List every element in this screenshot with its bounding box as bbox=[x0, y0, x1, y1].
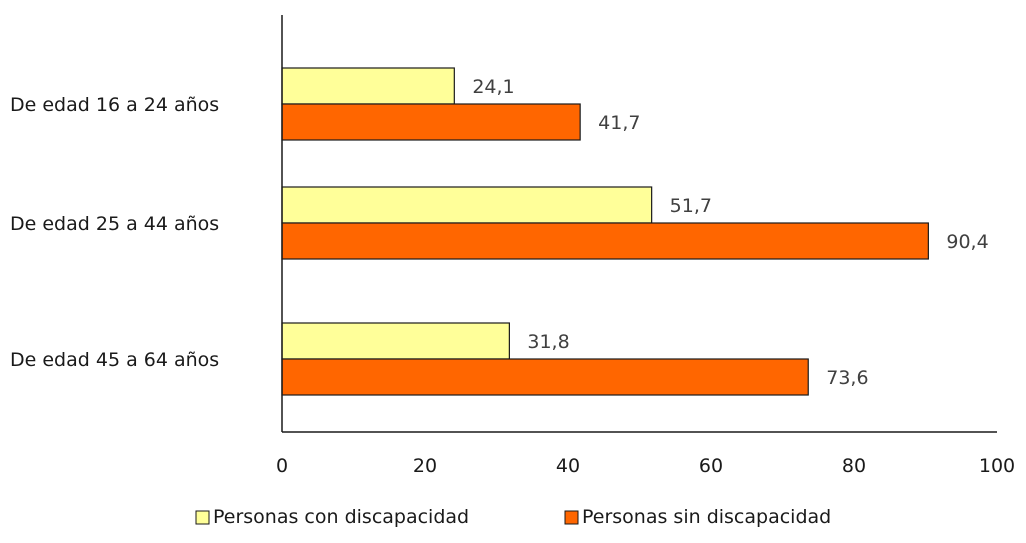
data-label: 31,8 bbox=[527, 331, 569, 353]
x-tick-label: 20 bbox=[413, 455, 437, 477]
data-label: 51,7 bbox=[670, 195, 712, 217]
tick-labels-layer: 0 20 40 60 80 100 bbox=[276, 455, 1015, 477]
x-tick-label: 60 bbox=[699, 455, 723, 477]
legend-swatch bbox=[564, 510, 579, 525]
bars-layer bbox=[281, 67, 929, 396]
bar-con-discapacidad bbox=[281, 67, 455, 105]
bar-con-discapacidad bbox=[281, 186, 653, 224]
legend: Personas con discapacidad Personas sin di… bbox=[195, 506, 831, 528]
data-labels-layer: 24,1 41,7 51,7 90,4 31,8 73,6 bbox=[472, 76, 988, 389]
category-label: De edad 25 a 44 años bbox=[10, 213, 219, 235]
legend-label: Personas sin discapacidad bbox=[582, 506, 831, 528]
x-tick-label: 80 bbox=[842, 455, 866, 477]
legend-label: Personas con discapacidad bbox=[213, 506, 469, 528]
bar-sin-discapacidad bbox=[281, 222, 929, 260]
bar-con-discapacidad bbox=[281, 322, 510, 360]
legend-swatch bbox=[195, 510, 210, 525]
data-label: 24,1 bbox=[472, 76, 514, 98]
data-label: 41,7 bbox=[598, 112, 640, 134]
data-label: 90,4 bbox=[946, 231, 988, 253]
category-label: De edad 45 a 64 años bbox=[10, 349, 219, 371]
bar-sin-discapacidad bbox=[281, 103, 581, 141]
x-tick-label: 0 bbox=[276, 455, 288, 477]
data-label: 73,6 bbox=[826, 367, 868, 389]
x-tick-label: 100 bbox=[979, 455, 1015, 477]
x-tick-label: 40 bbox=[556, 455, 580, 477]
axes-layer bbox=[281, 15, 997, 433]
category-labels-layer: De edad 16 a 24 años De edad 25 a 44 años… bbox=[10, 94, 219, 371]
bar-sin-discapacidad bbox=[281, 358, 809, 396]
category-label: De edad 16 a 24 años bbox=[10, 94, 219, 116]
